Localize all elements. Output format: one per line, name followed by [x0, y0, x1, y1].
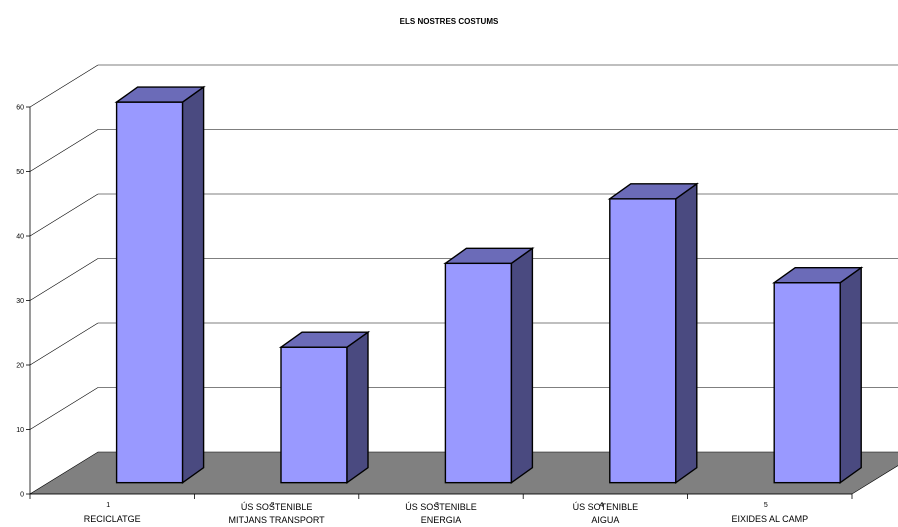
category-line1: RECICLATGE: [84, 514, 141, 524]
bar: [443, 246, 535, 485]
category-label: 5 EIXIDES AL CAMP: [731, 502, 808, 524]
bar: [114, 85, 206, 485]
category-line1: ÚS SOTENIBLE: [573, 502, 639, 512]
bar-side: [675, 182, 698, 485]
bar: [607, 182, 699, 485]
category-line1: ÚS SOSTENIBLE: [241, 502, 313, 512]
category-line1: ÚS SOSTENIBLE: [405, 502, 477, 512]
y-tick-label: 0: [20, 492, 24, 499]
bar-side: [839, 266, 862, 485]
gridline-diagonal: [29, 387, 99, 430]
bars: [114, 85, 864, 485]
bar-side: [510, 246, 534, 485]
gridline-diagonal: [29, 322, 99, 366]
y-tick-label: 60: [16, 105, 24, 112]
category-label: 1 RECICLATGE: [84, 502, 141, 524]
bar-top: [772, 267, 864, 284]
bar-top: [114, 86, 206, 103]
bar-side: [346, 330, 369, 485]
y-tick-label: 40: [16, 234, 24, 241]
bar-front: [609, 198, 677, 484]
y-tick-label: 30: [16, 298, 24, 305]
y-tick-label: 10: [16, 427, 24, 434]
bar: [278, 330, 371, 485]
category-index: 5: [764, 502, 768, 509]
bar-front: [115, 101, 184, 484]
category-index: 4: [599, 502, 603, 509]
category-label: 3ÚS SOSTENIBLE ENERGIA: [405, 502, 477, 525]
category-line2: ENERGIA: [421, 515, 462, 525]
bar-front: [280, 346, 348, 484]
category-label: 2ÚS SOSTENIBLE MITJANS TRANSPORT: [229, 502, 326, 525]
category-index: 2: [271, 502, 275, 509]
chart-title: ELS NOSTRES COSTUMS: [400, 17, 499, 26]
category-line2: MITJANS TRANSPORT: [229, 515, 326, 525]
gridline-diagonal: [29, 64, 99, 108]
bar-side: [181, 85, 205, 485]
bar-top: [443, 247, 535, 265]
axes: 0 10 20 30 40 50 60: [16, 105, 853, 499]
category-line2: AIGUA: [591, 515, 619, 525]
y-tick-label: 50: [16, 169, 24, 176]
gridline-diagonal: [29, 258, 99, 301]
bar-front: [444, 262, 513, 484]
y-tick-label: 20: [16, 363, 24, 370]
category-line1: EIXIDES AL CAMP: [731, 514, 808, 524]
category-index: 1: [106, 502, 110, 509]
bar-top: [278, 331, 371, 348]
category-index: 3: [435, 502, 439, 509]
gridline-diagonal: [29, 129, 99, 172]
bar: [772, 266, 864, 485]
gridline-diagonal: [29, 193, 99, 237]
category-label: 4ÚS SOTENIBLE AIGUA: [573, 502, 639, 525]
bar-front: [773, 282, 841, 484]
bar-top: [607, 183, 699, 200]
